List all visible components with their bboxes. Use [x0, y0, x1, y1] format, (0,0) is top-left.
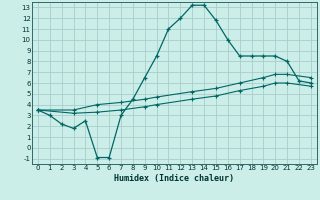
X-axis label: Humidex (Indice chaleur): Humidex (Indice chaleur)	[115, 174, 234, 183]
